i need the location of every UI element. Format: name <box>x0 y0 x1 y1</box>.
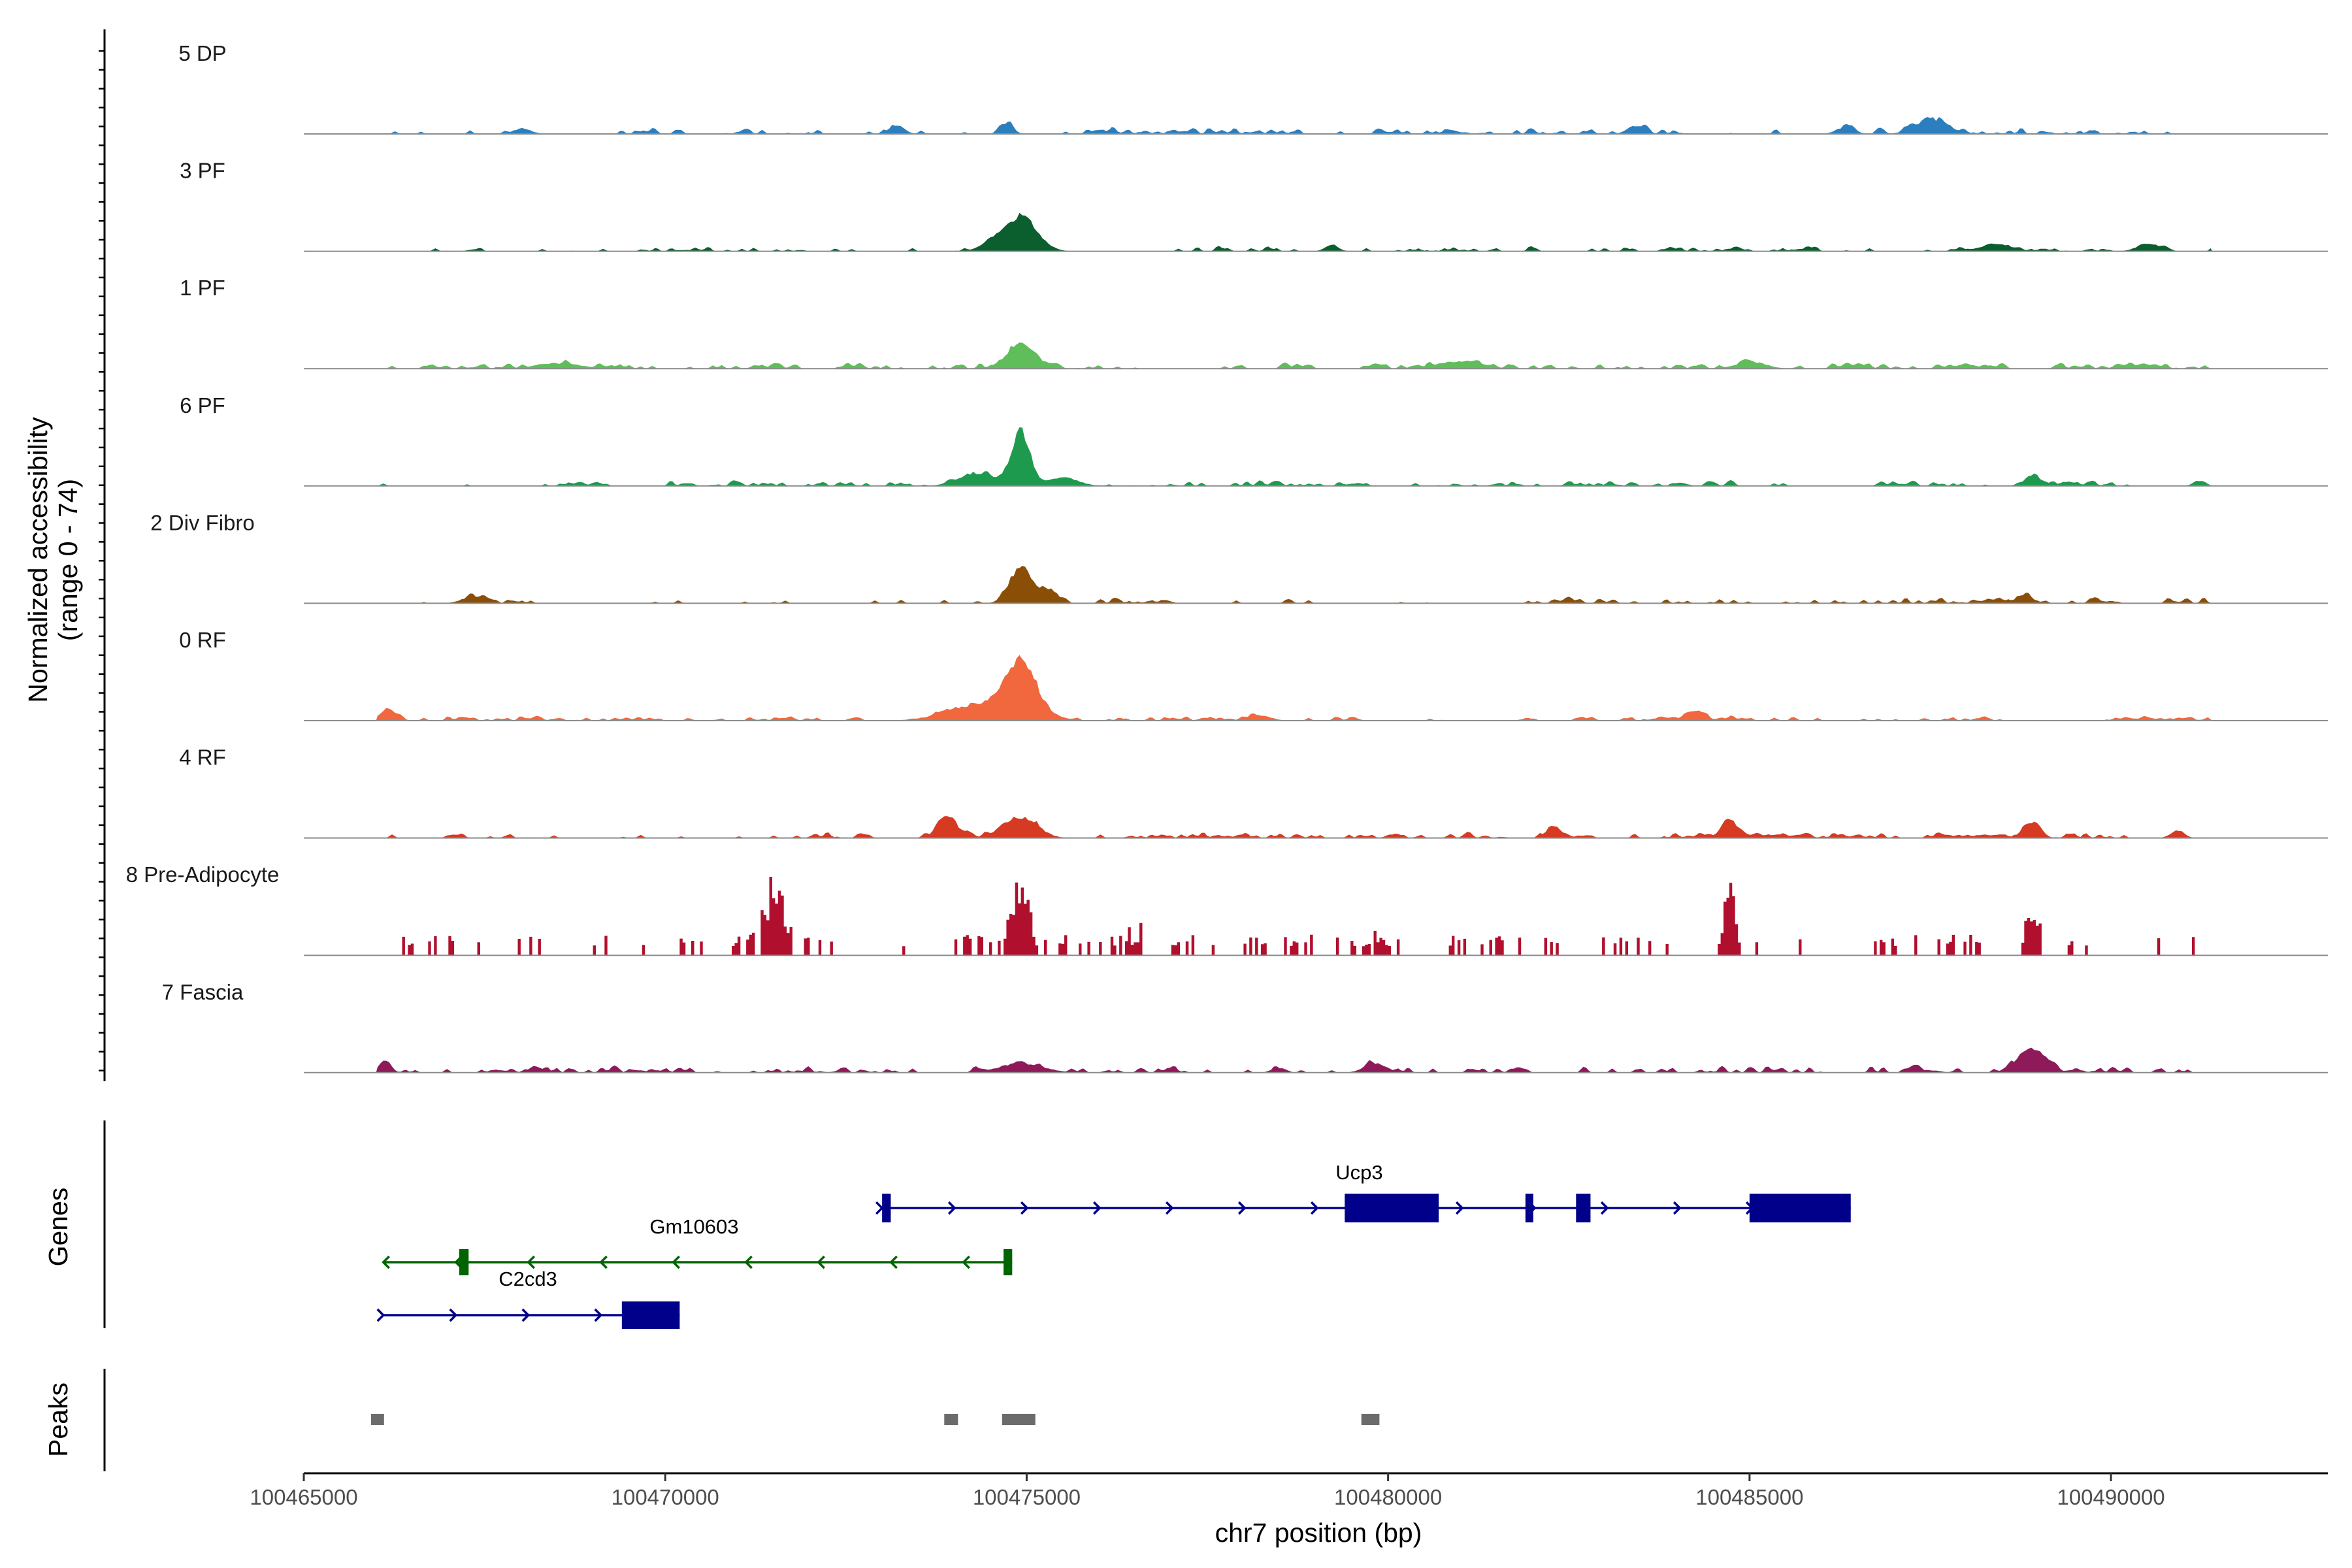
x-tick-label: 100480000 <box>1334 1485 1442 1509</box>
coverage-area <box>376 342 2212 369</box>
track-7-fascia: 7 Fascia <box>162 980 2328 1073</box>
strand-arrow <box>1165 1201 1174 1215</box>
x-tick-label: 100485000 <box>1695 1485 1803 1509</box>
gene-exon <box>1749 1194 1851 1222</box>
strand-arrow <box>521 1308 531 1322</box>
coverage-area <box>376 117 2212 134</box>
gene-exon <box>459 1249 469 1275</box>
strand-arrow <box>1455 1201 1464 1215</box>
y-axis-range-title: (range 0 - 74) <box>53 479 83 641</box>
strand-arrow <box>875 1201 884 1215</box>
track-label: 3 PF <box>180 159 225 183</box>
track-1-pf: 1 PF <box>180 276 2328 370</box>
strand-arrow <box>594 1308 603 1322</box>
strand-arrow <box>1310 1201 1319 1215</box>
strand-arrow <box>817 1255 825 1269</box>
track-0-rf: 0 RF <box>179 628 2328 721</box>
track-label: 4 RF <box>179 745 226 770</box>
coverage-area <box>376 566 2212 604</box>
gene-exon <box>882 1194 891 1222</box>
strand-arrow <box>1020 1201 1029 1215</box>
track-label: 7 Fascia <box>162 980 244 1004</box>
track-label: 0 RF <box>179 628 226 652</box>
strand-arrow <box>962 1255 970 1269</box>
track-5-dp: 5 DP <box>178 41 2328 135</box>
strand-arrow <box>672 1255 680 1269</box>
gene-exon <box>1576 1194 1591 1222</box>
gene-c2cd3: C2cd3 <box>376 1267 680 1329</box>
strand-arrow <box>1237 1201 1247 1215</box>
track-6-pf: 6 PF <box>180 393 2328 487</box>
track-4-rf: 4 RF <box>179 745 2328 839</box>
gene-annotation-panel: Ucp3 Gm10603 C2cd3 <box>376 1161 1851 1329</box>
coverage-tracks: 5 DP 3 PF 1 PF 6 PF 2 Div Fibro 0 RF 4 RF 8 Pre… <box>126 41 2328 1073</box>
peak-region <box>944 1414 958 1425</box>
strand-arrow <box>1600 1201 1609 1215</box>
peaks-panel <box>370 1414 1380 1425</box>
track-label: 6 PF <box>180 393 225 417</box>
coverage-area <box>376 816 2212 838</box>
coverage-area <box>376 655 2212 721</box>
gene-exon <box>621 1301 680 1329</box>
peaks-panel-title: Peaks <box>43 1382 73 1457</box>
strand-arrow <box>449 1308 458 1322</box>
gene-ucp3: Ucp3 <box>875 1161 1851 1222</box>
peak-region <box>370 1414 384 1425</box>
strand-arrow <box>744 1255 753 1269</box>
track-3-pf: 3 PF <box>180 159 2328 252</box>
gene-gm10603: Gm10603 <box>382 1215 1013 1275</box>
left-axes <box>99 29 106 1471</box>
strand-arrow <box>1673 1201 1682 1215</box>
strand-arrow <box>1092 1201 1102 1215</box>
strand-arrow <box>382 1255 390 1269</box>
gene-name-label: C2cd3 <box>498 1267 557 1290</box>
track-label: 5 DP <box>178 41 226 65</box>
coverage-area <box>376 1047 2212 1073</box>
gene-exon <box>1345 1194 1439 1222</box>
gene-name-label: Ucp3 <box>1335 1161 1382 1184</box>
track-label: 8 Pre-Adipocyte <box>126 862 280 887</box>
x-tick-label: 100490000 <box>2057 1485 2164 1509</box>
peak-region <box>1361 1414 1380 1425</box>
track-8-pre-adipocyte: 8 Pre-Adipocyte <box>126 862 2328 956</box>
gene-name-label: Gm10603 <box>649 1215 738 1238</box>
coverage-area <box>376 877 2212 956</box>
peak-region <box>1002 1414 1036 1425</box>
strand-arrow <box>947 1201 956 1215</box>
x-tick-label: 100470000 <box>612 1485 719 1509</box>
track-2-div-fibro: 2 Div Fibro <box>150 510 2328 604</box>
x-tick-label: 100465000 <box>250 1485 357 1509</box>
genes-panel-title: Genes <box>43 1188 73 1267</box>
gene-exon <box>1525 1194 1533 1222</box>
gene-exon <box>1004 1249 1013 1275</box>
strand-arrow <box>889 1255 898 1269</box>
x-tick-label: 100475000 <box>973 1485 1081 1509</box>
x-axis: 100465000 100470000 100475000 100480000 1004… <box>250 1472 2328 1509</box>
strand-arrow <box>376 1308 385 1322</box>
y-axis-title: Normalized accessibility <box>23 417 53 703</box>
track-label: 1 PF <box>180 276 225 300</box>
coverage-area <box>376 212 2212 252</box>
coverage-area <box>376 427 2212 486</box>
strand-arrow <box>527 1255 535 1269</box>
strand-arrow <box>599 1255 608 1269</box>
x-axis-title: chr7 position (bp) <box>1215 1518 1422 1548</box>
track-label: 2 Div Fibro <box>150 510 255 534</box>
